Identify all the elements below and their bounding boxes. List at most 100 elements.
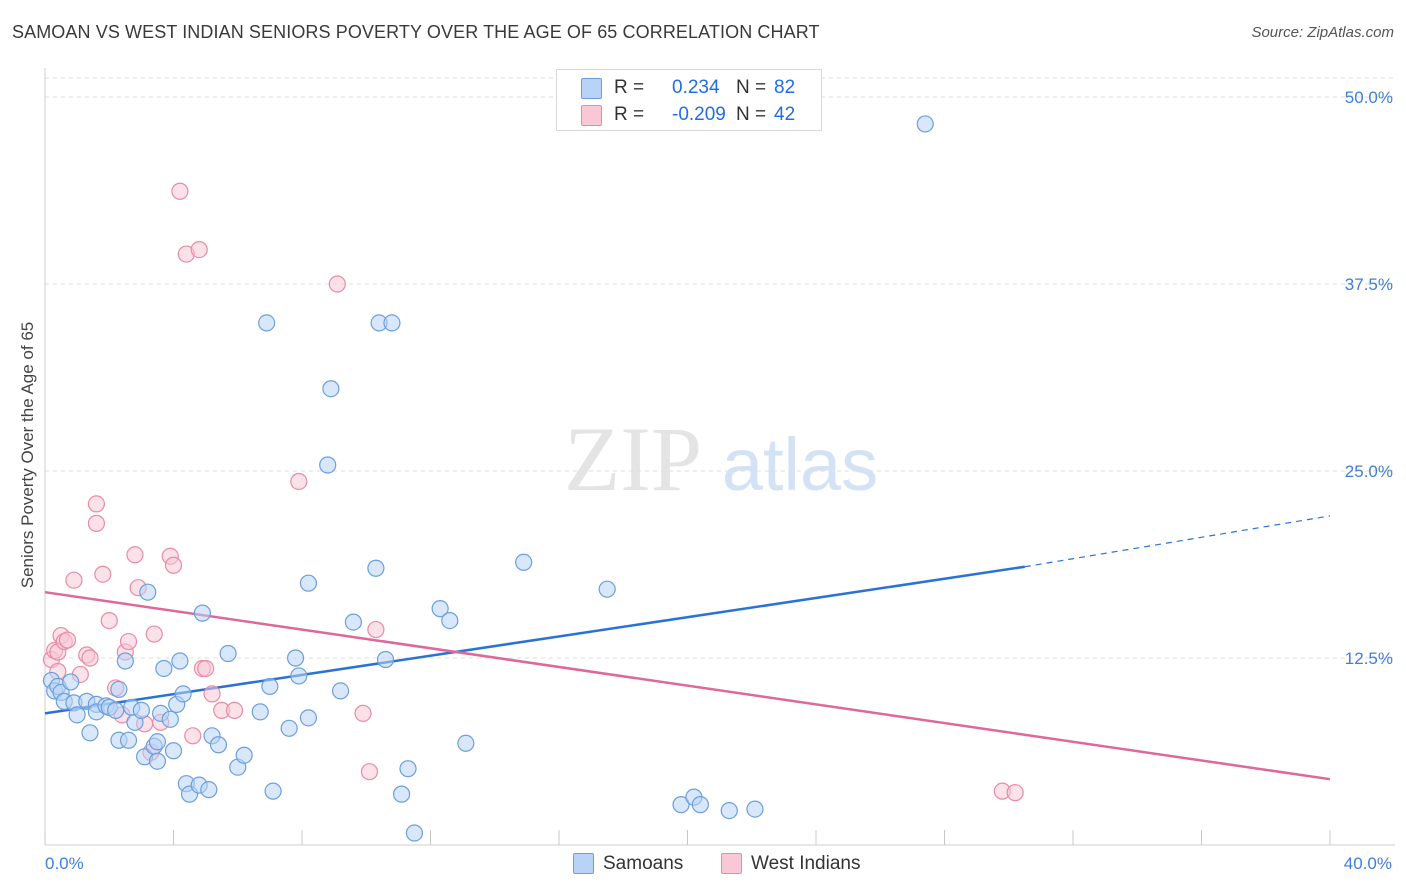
r-value: -0.209 — [672, 104, 726, 125]
west-indians-point — [100, 611, 118, 630]
samoans-point — [383, 314, 401, 332]
n-label: N = — [736, 77, 767, 98]
samoans-point — [200, 781, 218, 799]
samoans-point — [331, 682, 350, 700]
samoans-point — [164, 742, 183, 760]
west-indians-point — [87, 495, 106, 513]
west-indians-point — [94, 565, 112, 583]
samoans-point — [286, 649, 305, 667]
legend-label: Samoans — [603, 853, 684, 874]
samoans-point — [171, 652, 189, 670]
samoans-point — [174, 685, 192, 703]
trend-lines — [44, 515, 1331, 781]
y-tick-label: 37.5% — [1345, 275, 1393, 294]
samoans-point — [116, 652, 134, 670]
west-indians-point — [354, 704, 372, 722]
samoans-point — [139, 583, 157, 601]
samoans-point — [399, 760, 417, 778]
samoans-point — [107, 701, 125, 719]
y-tick-label: 25.0% — [1345, 462, 1393, 481]
n-label: N = — [736, 104, 767, 125]
samoans-point — [235, 746, 253, 764]
samoans-point — [457, 734, 475, 752]
samoans-point — [81, 724, 99, 742]
n-value: 42 — [774, 104, 796, 125]
watermark-zip: ZIP — [564, 408, 702, 510]
west-indians-point — [126, 546, 144, 564]
samoans-point — [209, 736, 228, 754]
samoans-point — [280, 719, 298, 737]
y-axis-title: Seniors Poverty Over the Age of 65 — [18, 321, 37, 589]
y-tick-labels: 12.5% 25.0% 37.5% 50.0% — [1345, 88, 1393, 668]
samoans-point — [367, 559, 385, 577]
west-indians-point — [119, 632, 138, 651]
axes — [44, 68, 1395, 846]
west-indians-point — [184, 727, 202, 745]
west-indians-point — [1006, 784, 1024, 802]
west-indians-point — [171, 182, 189, 200]
samoans-point — [264, 782, 282, 800]
samoans-point — [392, 785, 411, 803]
r-label: R = — [614, 104, 645, 125]
samoans-point — [261, 677, 279, 696]
samoans-point — [68, 706, 86, 724]
west-indians-point — [290, 472, 308, 491]
west-indians-point — [58, 631, 77, 649]
x-tick-labels: 0.0% 40.0% — [45, 854, 1392, 873]
watermark-atlas: atlas — [722, 423, 878, 506]
y-tick-label: 12.5% — [1345, 649, 1393, 668]
samoans-point — [720, 801, 738, 820]
samoans-point — [290, 667, 308, 685]
west-indians-trend-line — [44, 590, 1331, 781]
gridlines — [45, 77, 1395, 659]
west-indians-points — [42, 182, 1024, 802]
n-value: 82 — [774, 77, 796, 98]
samoans-point — [322, 380, 340, 398]
samoans-point — [299, 709, 318, 727]
west-indians-point — [360, 763, 379, 781]
samoans-point — [319, 456, 337, 474]
samoans-point — [299, 574, 318, 592]
samoans-point — [376, 650, 395, 669]
west-indians-point — [197, 659, 215, 678]
x-tick-label: 40.0% — [1344, 854, 1392, 873]
chart-title: SAMOAN VS WEST INDIAN SENIORS POVERTY OV… — [12, 22, 820, 42]
samoans-point — [441, 611, 459, 630]
west-indians-point — [164, 556, 183, 574]
samoans-point — [431, 600, 449, 618]
samoans-point — [251, 703, 269, 721]
correlation-stats-box: R = 0.234 N = 82 R = -0.209 N = 42 — [556, 69, 822, 131]
legend-label: West Indians — [751, 853, 861, 874]
samoans-point — [119, 731, 138, 749]
samoans-point — [598, 580, 616, 598]
samoans-point — [746, 800, 764, 818]
samoans-point — [219, 644, 237, 663]
samoans-point — [916, 115, 934, 133]
west-indians-legend-swatch — [721, 853, 742, 874]
r-label: R = — [614, 77, 645, 98]
samoans-point — [62, 673, 80, 691]
r-value: 0.234 — [672, 77, 720, 98]
west-indians-point — [87, 514, 106, 532]
west-indians-point — [328, 275, 346, 293]
samoans-points — [42, 115, 934, 842]
samoans-point — [161, 710, 179, 728]
samoans-point — [258, 314, 276, 332]
samoans-point — [344, 613, 362, 631]
watermark: ZIP atlas — [564, 408, 878, 510]
west-indians-point — [81, 649, 99, 667]
samoans-point — [405, 824, 424, 842]
west-indians-point — [367, 620, 385, 639]
samoans-swatch — [581, 78, 602, 99]
samoans-point — [515, 553, 533, 571]
west-indians-point — [65, 571, 83, 589]
samoans-point — [110, 680, 128, 699]
samoans-point — [691, 796, 709, 814]
source-label: Source: ZipAtlas.com — [1251, 24, 1394, 41]
west-indians-point — [190, 240, 208, 259]
samoans-point — [148, 733, 167, 751]
x-ticks — [44, 830, 1331, 845]
samoans-point — [155, 659, 173, 678]
samoans-trend-extension — [1024, 515, 1331, 568]
